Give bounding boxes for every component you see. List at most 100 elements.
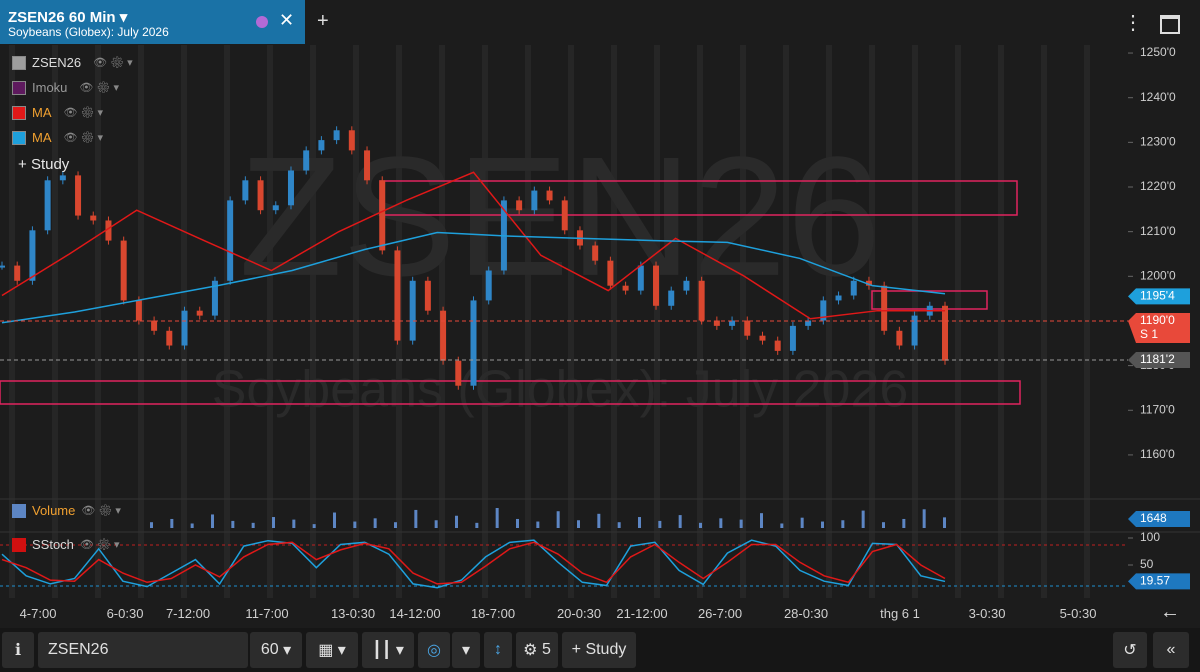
pane-icons[interactable]: 👁 ⚙ ▾ xyxy=(79,539,120,551)
legend-label: MA xyxy=(32,130,52,145)
menu[interactable]: ⋮ xyxy=(1123,12,1143,34)
collapse-button[interactable]: « xyxy=(1153,632,1189,668)
candle xyxy=(607,260,614,286)
color-dot[interactable] xyxy=(256,16,268,28)
candle xyxy=(546,190,553,201)
volume-bar xyxy=(800,517,804,528)
candle xyxy=(166,330,173,346)
volume-bar xyxy=(780,523,784,528)
background xyxy=(0,0,1200,628)
add-study[interactable]: + Study xyxy=(18,156,70,173)
x-tick-label: 18-7:00 xyxy=(470,606,516,621)
volume-bar xyxy=(455,515,458,528)
tab-title: ZSEN26 60 Min ▾ xyxy=(8,9,128,26)
visibility-menu[interactable]: ▾ xyxy=(452,632,480,668)
candle xyxy=(455,360,462,386)
candle xyxy=(29,230,36,281)
date-button[interactable]: ▦ ▾ xyxy=(306,632,358,668)
studies-button[interactable]: ⚙ 5 xyxy=(516,632,558,668)
add-study-button[interactable]: + Study xyxy=(562,632,636,668)
volume-bar xyxy=(861,510,865,528)
reset-button[interactable]: ↺ xyxy=(1113,632,1147,668)
x-tick-label: 21-12:00 xyxy=(616,606,668,621)
x-tick-label: 7-12:00 xyxy=(165,606,211,621)
price-tag xyxy=(1128,352,1190,369)
candle xyxy=(942,305,948,361)
volume-bar xyxy=(678,515,682,528)
candle xyxy=(470,300,477,386)
volume-bar xyxy=(739,519,743,528)
legend-row: MA 👁 ⚙ ▾ xyxy=(12,125,133,150)
x-tick-label: 26-7:00 xyxy=(697,606,743,621)
candle xyxy=(333,130,340,141)
x-tick-label: 14-12:00 xyxy=(389,606,441,621)
candle xyxy=(272,205,279,211)
volume-tag xyxy=(1128,511,1190,527)
visibility-button[interactable]: ◎ xyxy=(418,632,450,668)
candle xyxy=(485,270,492,301)
window-icon[interactable] xyxy=(1160,15,1180,34)
add-study-text: Study xyxy=(30,156,70,173)
price-tag xyxy=(1128,312,1190,343)
symbol-tab[interactable]: ZSEN26 60 Min ▾ Soybeans (Globex): July … xyxy=(0,0,305,44)
candle xyxy=(59,175,66,181)
candle xyxy=(440,310,447,361)
pane-icons[interactable]: 👁 ⚙ ▾ xyxy=(81,505,121,517)
candle xyxy=(257,180,264,211)
legend: ZSEN26 👁 ⚙ ▾ Imoku 👁 ⚙ ▾ MA 👁 ⚙ ▾ MA 👁 ⚙ ▾ xyxy=(12,50,133,150)
price-tag-label: 1190'0 xyxy=(1140,313,1175,327)
y-tick-label: 1230'0 xyxy=(1140,135,1176,149)
candle xyxy=(653,265,660,306)
y-tick-label: 100 xyxy=(1140,530,1160,544)
candle xyxy=(348,130,355,151)
candle xyxy=(211,280,218,316)
volume-bar xyxy=(292,519,296,528)
candle xyxy=(105,220,112,241)
candle xyxy=(318,140,325,151)
legend-icons[interactable]: 👁 ⚙ ▾ xyxy=(63,132,104,144)
legend-icons[interactable]: 👁 ⚙ ▾ xyxy=(79,82,119,94)
candle xyxy=(683,280,690,291)
volume-bar xyxy=(516,518,519,528)
tab-title-text: ZSEN26 60 Min xyxy=(8,9,116,26)
watermark-description: Soybeans (Globex): July 2026 xyxy=(212,361,909,419)
x-tick-label: thg 6 1 xyxy=(880,606,920,621)
volume-bar xyxy=(170,518,174,528)
close-tab[interactable]: ✕ xyxy=(279,10,295,30)
volume-title: Volume xyxy=(32,503,76,518)
candle xyxy=(713,320,720,326)
candle xyxy=(75,175,82,216)
candle xyxy=(364,150,371,181)
candle xyxy=(424,280,431,311)
legend-icons[interactable]: 👁 ⚙ ▾ xyxy=(93,57,133,69)
candle xyxy=(668,290,675,306)
swatch xyxy=(12,503,26,518)
volume-bar xyxy=(841,520,845,528)
chart-type-button[interactable]: ┃┃ ▾ xyxy=(362,632,414,668)
watermark-symbol: ZSEN26 xyxy=(239,122,881,312)
candle xyxy=(896,330,903,346)
scale-button[interactable]: ↕ xyxy=(484,632,512,668)
info-button[interactable]: ℹ xyxy=(2,632,34,668)
scroll-back[interactable]: ← xyxy=(1160,601,1180,623)
legend-label: ZSEN26 xyxy=(32,55,82,70)
volume-bar xyxy=(638,517,641,528)
ma-line xyxy=(1,171,945,320)
symbol-input[interactable]: ZSEN26 xyxy=(38,632,248,668)
legend-swatch xyxy=(12,55,26,70)
candle xyxy=(151,320,158,331)
y-tick-label: 1210'0 xyxy=(1140,224,1176,238)
candle xyxy=(90,215,97,221)
interval-button[interactable]: 60 ▾ xyxy=(250,632,302,668)
volume-bar xyxy=(699,522,702,528)
candle xyxy=(881,285,888,331)
candle xyxy=(805,320,812,326)
volume-bar xyxy=(211,514,214,528)
add-tab[interactable]: + xyxy=(317,10,329,32)
candle xyxy=(135,300,142,321)
x-tick-label: 3-0:30 xyxy=(968,606,1006,621)
candle xyxy=(14,265,21,281)
legend-icons[interactable]: 👁 ⚙ ▾ xyxy=(63,107,104,119)
stoch-legend: SStoch 👁 ⚙ ▾ xyxy=(12,537,120,552)
